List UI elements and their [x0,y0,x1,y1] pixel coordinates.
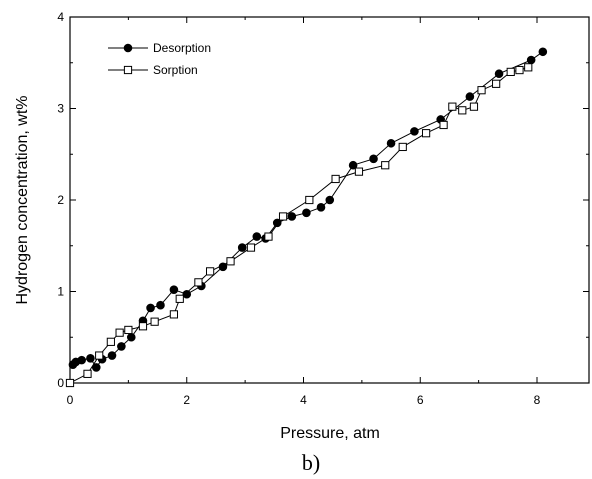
x-tick-label: 4 [300,393,307,407]
sorption-point [150,317,159,326]
desorption-point [369,154,378,164]
y-tick-label: 4 [57,10,64,24]
sorption-point [398,142,407,152]
sorption-point [169,310,179,319]
desorption-point [386,138,396,148]
sorption-point [331,174,340,184]
sorption-point [439,120,448,130]
sorption-point [354,167,364,176]
legend-marker-desorption [123,43,133,53]
sorption-series [65,63,533,388]
sorption-point [469,102,479,111]
panel-label: b) [302,450,320,475]
sorption-point [381,161,390,170]
x-tick-label: 0 [67,393,74,407]
legend-label-desorption: Desorption [153,41,211,55]
desorption-point [237,243,247,252]
desorption-point [126,332,136,342]
sorption-point [206,267,215,276]
desorption-point [182,289,192,299]
y-tick-label: 1 [57,285,64,299]
sorption-point [506,67,515,77]
desorption-point [169,285,179,294]
desorption-point [86,353,95,363]
desorption-point [77,355,86,365]
desorption-point [316,203,326,212]
sorption-point [421,129,431,138]
sorption-point [115,328,124,337]
sorption-point [477,86,486,95]
desorption-point [302,208,311,218]
legend-item-sorption: Sorption [108,63,198,77]
sorption-point [124,325,133,335]
sorption-point [65,378,75,388]
sorption-point [492,79,501,88]
axis-ticks [69,16,589,384]
sorption-point [138,322,148,331]
desorption-point [287,212,297,221]
legend: Desorption Sorption [108,41,211,77]
y-axis-title: Hydrogen concentration, wt% [14,96,31,305]
axis-tick-labels: 0 2 4 6 8 0 1 2 3 4 [57,10,540,407]
x-tick-label: 2 [183,393,190,407]
desorption-series [68,47,548,372]
sorption-point [83,369,92,378]
sorption-point [226,257,235,266]
desorption-point [465,92,475,101]
x-axis-title: Pressure, atm [280,425,380,442]
sorption-point [458,106,467,115]
legend-marker-sorption [123,65,133,75]
desorption-point [252,232,262,241]
desorption-point [538,47,548,57]
sorption-point [246,243,256,252]
x-tick-label: 6 [417,393,424,407]
desorption-point [156,300,165,310]
sorption-point [448,102,457,111]
desorption-point [526,55,536,65]
legend-item-desorption: Desorption [108,41,211,55]
sorption-point [515,65,524,75]
sorption-point [278,212,288,221]
sorption-point [264,232,273,241]
desorption-point [146,303,155,313]
desorption-point [117,342,126,351]
sorption-point [175,294,184,303]
desorption-point [272,218,282,228]
y-tick-label: 2 [57,193,64,207]
desorption-point [91,363,101,372]
y-tick-label: 0 [57,376,64,390]
y-tick-label: 3 [57,102,64,116]
desorption-point [107,351,117,360]
sorption-point [95,351,104,360]
sorption-point [524,63,533,72]
sorption-line [69,66,529,384]
desorption-point [348,160,358,170]
desorption-point [325,195,335,205]
legend-label-sorption: Sorption [153,63,198,77]
desorption-point [410,127,419,136]
series-layer [65,47,548,388]
x-tick-label: 8 [534,393,541,407]
sorption-point [194,278,203,287]
desorption-point [494,69,504,79]
sorption-point [106,337,115,346]
sorption-point [305,195,314,205]
